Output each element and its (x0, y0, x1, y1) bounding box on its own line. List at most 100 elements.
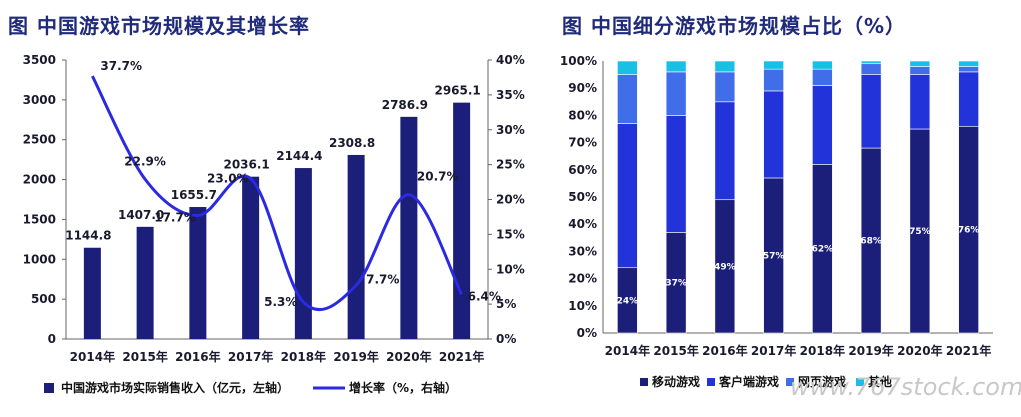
revenue-bar (400, 116, 418, 339)
revenue-bar (83, 247, 101, 339)
legend-other-swatch (856, 378, 864, 386)
stack-axis-tick-label: 40% (568, 217, 597, 231)
web-game-segment (714, 71, 736, 103)
left-chart-title: 图 中国游戏市场规模及其增长率 (8, 14, 310, 38)
stack-x-tick-label: 2020年 (897, 343, 942, 358)
stack-axis-tick-label: 50% (568, 190, 597, 204)
stack-axis-tick-label: 80% (568, 108, 597, 122)
revenue-bar (453, 102, 471, 340)
revenue-data-label: 1144.8 (65, 229, 111, 243)
client-game-segment (860, 74, 882, 149)
x-tick-label: 2021年 (439, 349, 484, 364)
revenue-data-label: 2308.8 (329, 136, 375, 150)
stack-x-tick-label: 2021年 (946, 343, 991, 358)
client-game-segment (812, 85, 833, 165)
mobile-share-label: 37% (665, 279, 687, 289)
growth-rate-data-label: 7.7% (366, 272, 399, 286)
growth-rate-data-label: 5.3% (264, 295, 297, 309)
legend-mobile-swatch (640, 378, 648, 386)
x-tick-label: 2015年 (122, 349, 167, 364)
legend-rate-label: 增长率（%，右轴） (349, 380, 457, 395)
x-tick-label: 2016年 (175, 349, 220, 364)
right-axis-tick-label: 40% (496, 53, 525, 67)
growth-rate-data-label: 22.9% (124, 154, 166, 168)
growth-rate-line (91, 75, 463, 312)
mobile-share-label: 76% (958, 226, 980, 236)
revenue-data-label: 1407.0 (118, 208, 164, 222)
client-game-segment (909, 74, 931, 130)
x-tick-label: 2014年 (70, 349, 115, 364)
legend-other-label: 其他 (868, 374, 892, 389)
left-axis-tick-label: 3500 (23, 53, 56, 67)
revenue-data-label: 2786.9 (382, 98, 428, 112)
right-axis-tick-label: 20% (496, 193, 525, 207)
left-axis-tick-label: 500 (31, 292, 56, 306)
revenue-data-label: 2036.1 (223, 158, 269, 172)
client-game-segment (665, 115, 687, 233)
legend-web-swatch (786, 378, 794, 386)
stack-x-tick-label: 2014年 (605, 343, 650, 358)
stack-axis-tick-label: 70% (568, 136, 597, 150)
stack-axis-tick-label: 20% (568, 272, 597, 286)
stack-axis-tick-label: 30% (568, 244, 597, 258)
legend-client-swatch (707, 378, 715, 386)
right-axis-tick-label: 0% (496, 332, 516, 346)
web-game-segment (812, 68, 833, 86)
client-game-segment (763, 90, 784, 179)
growth-rate-data-label: 23.0% (207, 172, 249, 186)
right-axis-tick-label: 25% (496, 158, 525, 172)
left-axis-tick-label: 1500 (23, 212, 56, 226)
client-game-segment (617, 123, 638, 269)
x-tick-label: 2018年 (281, 349, 326, 364)
growth-rate-data-label: 37.7% (100, 59, 142, 73)
growth-rate-data-label: 6.4% (468, 289, 501, 303)
stack-axis-tick-label: 60% (568, 163, 597, 177)
other-game-segment (617, 60, 638, 75)
revenue-bar (189, 207, 207, 339)
stack-x-tick-label: 2019年 (848, 343, 893, 358)
mobile-share-label: 24% (617, 296, 639, 306)
other-game-segment (958, 60, 979, 67)
other-game-segment (714, 60, 736, 73)
x-tick-label: 2017年 (228, 349, 273, 364)
mobile-share-label: 68% (860, 237, 882, 247)
right-axis-tick-label: 35% (496, 88, 525, 102)
other-game-segment (812, 60, 833, 70)
right-chart-title: 图 中国细分游戏市场规模占比（%） (562, 14, 907, 38)
left-axis-tick-label: 2500 (23, 133, 56, 147)
revenue-data-label: 2144.4 (276, 149, 322, 163)
web-game-segment (909, 66, 931, 75)
stack-x-tick-label: 2015年 (653, 343, 698, 358)
growth-rate-data-label: 20.7% (417, 170, 459, 184)
mobile-share-label: 75% (909, 227, 931, 237)
mobile-share-label: 62% (812, 245, 834, 255)
revenue-bar (136, 226, 154, 339)
mobile-share-label: 49% (714, 262, 736, 272)
revenue-bar (347, 154, 365, 339)
x-tick-label: 2020年 (386, 349, 431, 364)
web-game-segment (958, 66, 979, 73)
legend-web-label: 网页游戏 (798, 374, 846, 389)
right-axis-tick-label: 30% (496, 123, 525, 137)
legend-revenue-label: 中国游戏市场实际销售收入（亿元，左轴） (61, 380, 289, 395)
stack-x-tick-label: 2018年 (800, 343, 845, 358)
revenue-data-label: 1655.7 (171, 188, 217, 202)
x-tick-label: 2019年 (333, 349, 378, 364)
stack-x-tick-label: 2016年 (702, 343, 747, 358)
revenue-data-label: 2965.1 (434, 84, 480, 98)
right-axis-tick-label: 15% (496, 227, 525, 241)
revenue-bar (294, 168, 312, 339)
left-axis-tick-label: 1000 (23, 252, 56, 266)
watermark: www.767stock.com (790, 373, 1021, 401)
other-game-segment (665, 60, 687, 73)
stack-axis-tick-label: 0% (577, 326, 597, 340)
client-game-segment (714, 101, 736, 201)
right-axis-tick-label: 10% (496, 262, 525, 276)
stack-axis-tick-label: 10% (568, 299, 597, 313)
legend-revenue-swatch (44, 383, 54, 393)
stack-x-tick-label: 2017年 (751, 343, 796, 358)
left-axis-tick-label: 0 (48, 332, 56, 346)
client-game-segment (958, 71, 979, 127)
other-game-segment (909, 60, 931, 67)
